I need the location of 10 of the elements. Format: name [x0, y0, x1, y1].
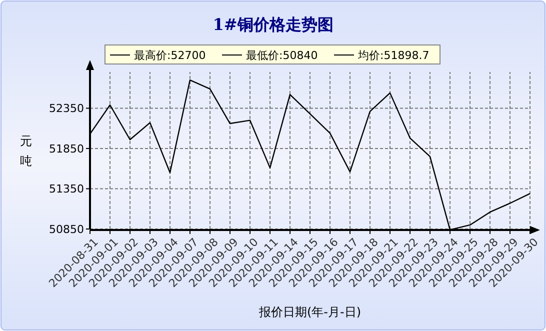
x-axis-title: 报价日期(年-月-日): [258, 305, 362, 319]
text: 均价:51898.7: [357, 49, 430, 62]
text: 最高价:52700: [134, 49, 206, 62]
y-tick-label: 51350: [49, 182, 84, 196]
y-tick-label: 50850: [49, 222, 84, 236]
y-tick-label: 52350: [49, 102, 84, 116]
y-tick-label: 51850: [49, 142, 84, 156]
text: 最低价:50840: [246, 49, 318, 62]
chart-title: 1#铜价格走势图: [212, 15, 334, 34]
y-axis-title: 元吨: [20, 134, 32, 168]
